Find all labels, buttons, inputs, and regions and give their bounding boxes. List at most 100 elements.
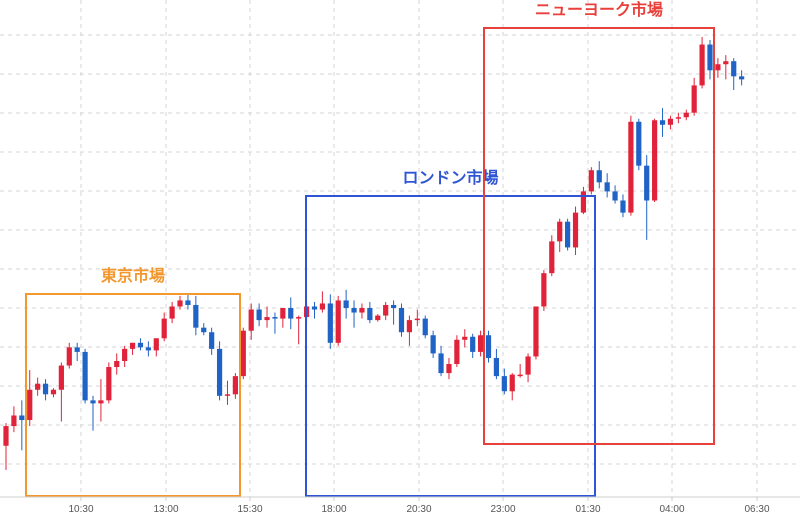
candle-body [3,426,9,446]
x-tick-label: 18:00 [321,504,346,515]
candle-body [114,360,120,368]
candle-body [383,304,389,316]
x-tick-label: 23:00 [490,504,515,515]
candle-down [343,289,349,319]
session-label: 東京市場 [101,266,165,285]
candle-down [731,58,737,90]
grid [0,0,800,497]
candle-body [723,61,729,65]
candle-up [58,362,64,422]
candle-up [525,353,531,383]
candle-body [224,394,231,396]
candle-body [359,307,365,313]
candle-body [82,351,88,401]
candle-down [19,400,25,451]
candle-body [485,335,492,358]
candle-body [580,191,587,213]
candle-up [462,329,468,348]
session-box-frame [483,27,715,445]
candle-down [470,333,476,358]
candle-up [478,330,484,357]
candle-body [446,364,452,374]
candle-up [572,206,579,255]
candle-body [216,348,223,396]
candle-down [74,342,80,361]
candle-body [343,300,349,308]
candle-body [470,336,476,352]
candle-body [129,342,136,349]
candle-body [549,241,555,274]
candle-body [66,347,72,366]
candle-body [699,44,705,86]
candle-up [11,406,17,433]
candle-up [27,370,33,427]
candle-body [367,307,373,321]
candle-body [280,307,286,319]
candle-body [533,306,539,357]
candle-body [430,335,436,354]
candle-body [177,300,183,307]
candle-up [280,307,286,328]
candle-body [628,121,634,213]
session-box-frame [305,195,596,497]
candle-body [501,376,507,392]
candle-up [3,423,9,470]
candle-up [98,379,104,422]
candle-body [74,347,80,352]
candle-body [327,303,333,343]
candle-up [699,36,705,89]
candle-body [604,182,610,192]
candle-up [177,295,183,310]
candle-body [248,309,254,331]
candle-down [390,300,397,325]
candle-body [185,300,191,305]
candle-body [319,303,325,310]
x-tick-label: 13:00 [153,504,178,515]
candle-up [359,303,365,319]
candle-down [620,194,626,218]
candle-up [652,118,658,203]
session-box: 東京市場 [25,266,241,497]
candle-body [272,317,278,319]
candle-up [129,342,136,355]
candle-body [232,376,238,395]
candle-body [667,118,674,125]
candle-up [232,373,238,399]
candle-down [216,341,223,401]
candle-body [731,61,737,77]
session-box-frame [25,293,241,497]
candle-up [675,112,681,124]
x-tick-label: 06:30 [744,504,769,515]
candle-down [90,395,96,431]
candle-body [375,315,381,321]
candle-up [557,218,563,252]
candle-body [406,320,413,333]
candle-up [122,345,128,368]
candle-body [707,44,713,71]
candle-up [446,357,452,380]
candle-body [572,212,579,248]
candle-body [169,306,175,319]
candle-body [122,348,128,361]
candle-up [224,380,231,405]
candle-body [106,367,112,401]
candle-up [153,338,159,357]
candle-down [485,330,492,363]
candle-body [27,389,33,421]
candle-up [414,309,420,327]
candle-down [42,379,49,401]
candle-body [161,318,167,339]
candle-down [422,315,428,339]
candle-body [612,191,618,201]
candle-down [659,108,666,137]
candle-up [240,327,246,380]
candle-body [588,170,594,192]
session-box: ニューヨーク市場 [483,0,715,445]
candle-down [201,323,207,336]
candle-body [98,400,104,404]
candle-body [493,357,500,377]
x-tick-label: 20:30 [406,504,431,515]
candle-down [493,348,500,380]
candle-up [375,314,381,322]
candle-down [272,312,278,334]
